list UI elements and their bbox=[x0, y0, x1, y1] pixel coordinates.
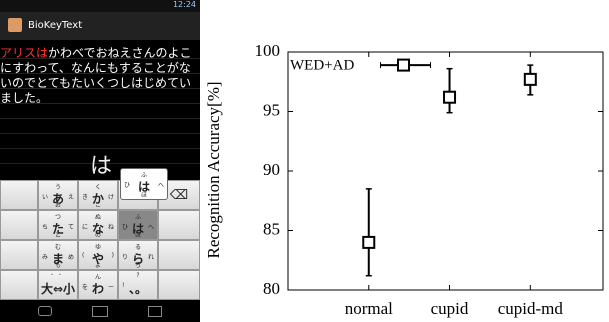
y-axis-label: Recognition Accuracy[%] bbox=[204, 81, 223, 258]
marker bbox=[444, 92, 455, 103]
y-tick-label: 85 bbox=[263, 219, 280, 238]
x-tick-label: cupid-md bbox=[498, 299, 564, 318]
annotation-marker bbox=[398, 60, 409, 71]
x-tick-label: normal bbox=[345, 299, 393, 318]
marker bbox=[525, 74, 536, 85]
y-tick-label: 100 bbox=[255, 41, 281, 60]
marker bbox=[363, 237, 374, 248]
x-tick-label: cupid bbox=[431, 299, 469, 318]
y-tick-label: 80 bbox=[263, 279, 280, 298]
y-tick-label: 90 bbox=[263, 160, 280, 179]
page: 12:24 BioKeyText アリスはかわべでおねえさんのよこにすわって、な… bbox=[0, 0, 609, 322]
annotation-label: WED+AD bbox=[290, 58, 354, 74]
chart: Recognition Accuracy[%] 80 85 90 95 100 norma… bbox=[0, 0, 609, 322]
plot-frame bbox=[288, 52, 603, 290]
y-tick-label: 95 bbox=[263, 100, 280, 119]
